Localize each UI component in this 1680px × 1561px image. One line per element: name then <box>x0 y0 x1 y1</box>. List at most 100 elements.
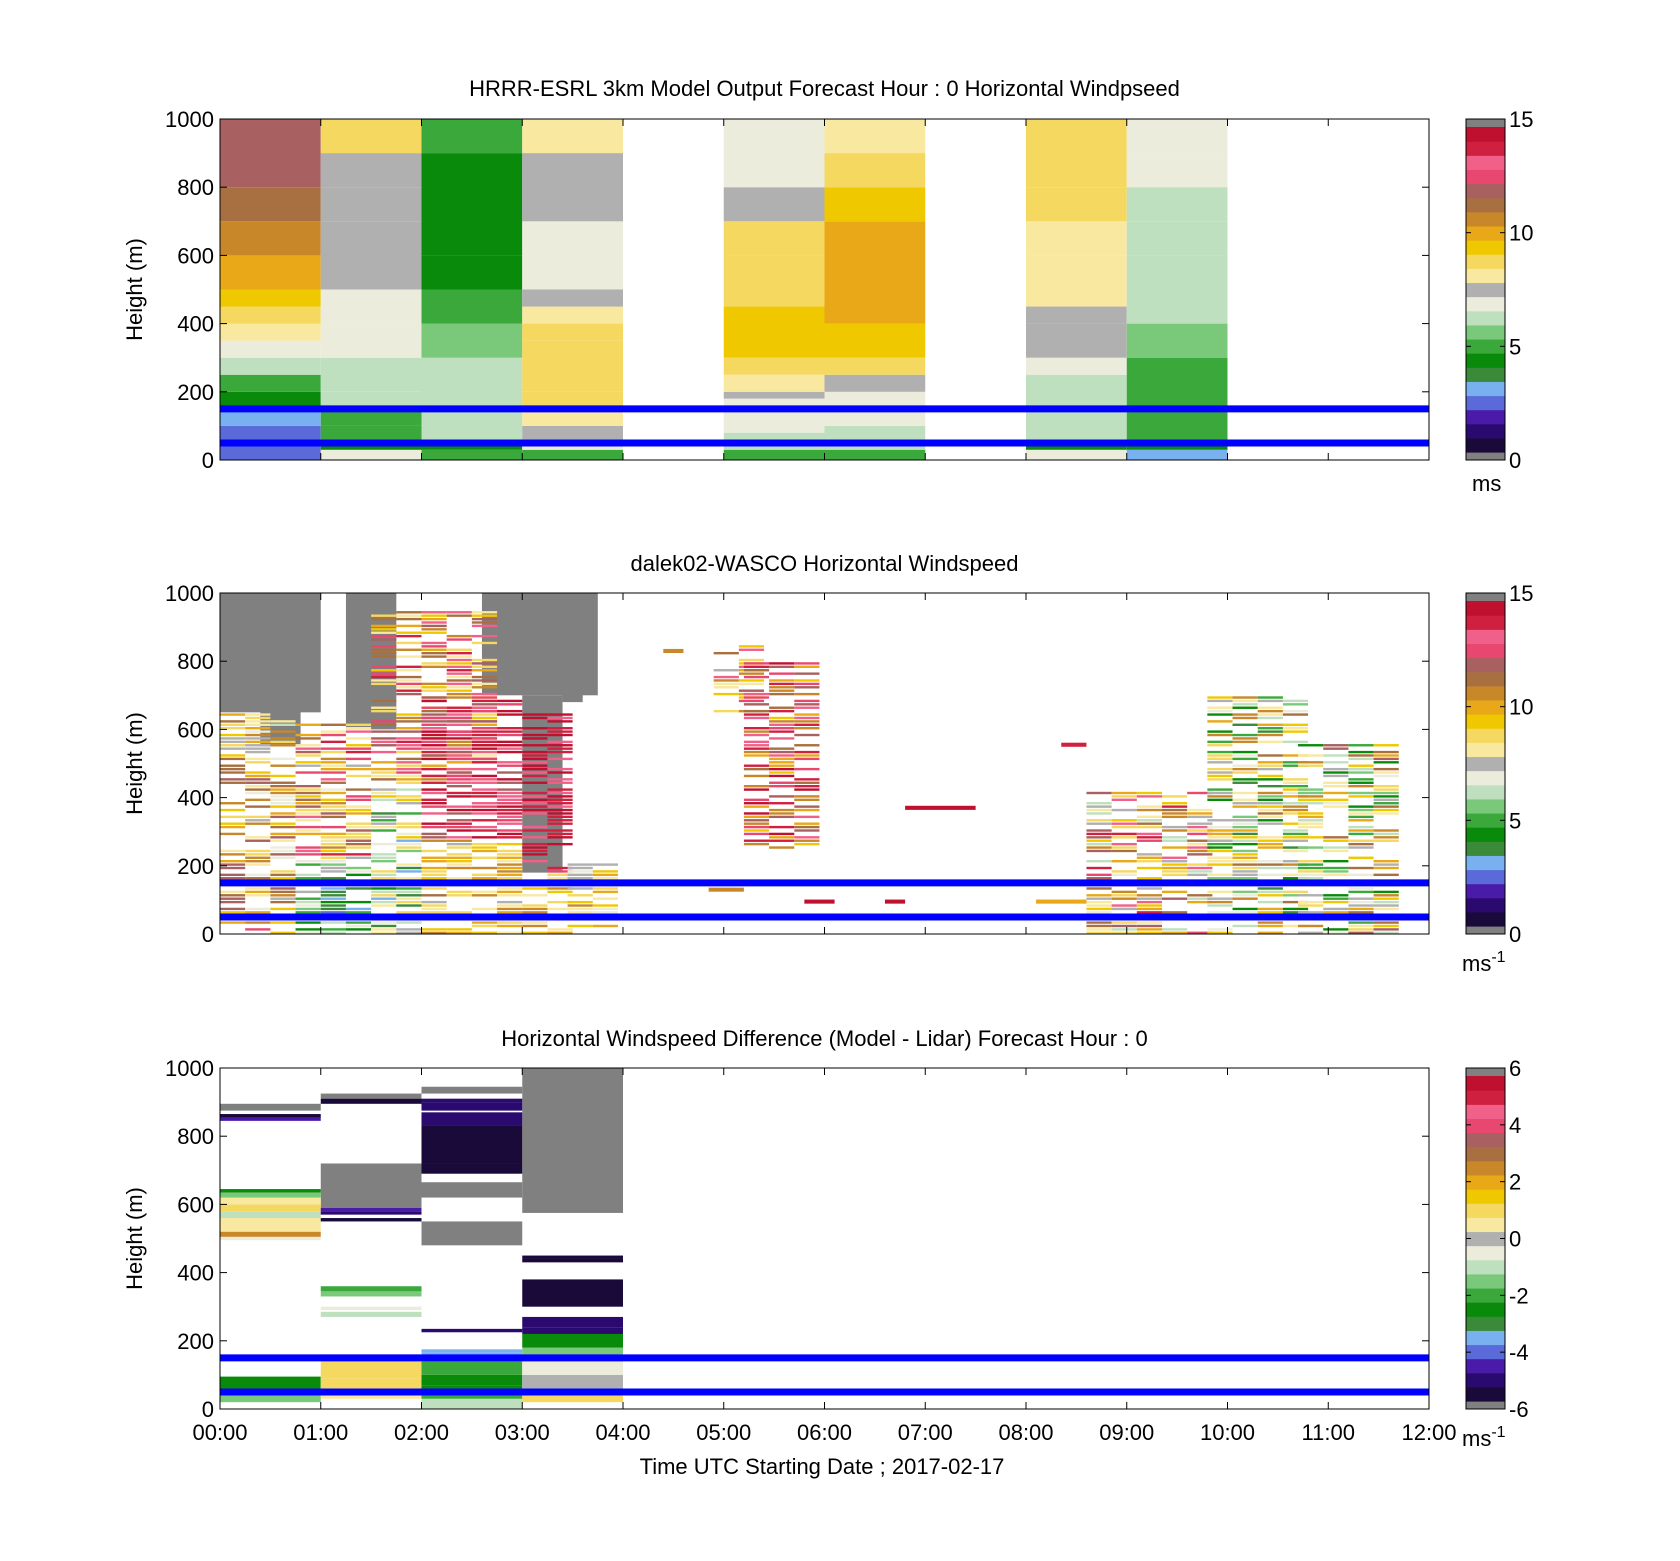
heatmap-cell <box>295 815 321 819</box>
heatmap-cell <box>270 825 296 829</box>
heatmap-cell <box>1298 815 1324 819</box>
heatmap-cell <box>794 778 820 781</box>
heatmap-cell <box>1257 846 1283 849</box>
heatmap-cell <box>1162 846 1188 849</box>
heatmap-cell <box>320 907 346 911</box>
heatmap-cell <box>345 924 372 928</box>
heatmap-cell <box>497 740 523 744</box>
colorbar-swatch <box>1466 310 1505 326</box>
heatmap-cell <box>421 747 447 750</box>
heatmap-cell <box>421 1125 523 1164</box>
heatmap-cell <box>245 849 271 853</box>
heatmap-cell <box>320 357 422 392</box>
heatmap-cell <box>743 669 770 672</box>
heatmap-cell <box>1111 825 1137 829</box>
missing-data-patch <box>562 593 583 703</box>
heatmap-cell <box>345 887 372 890</box>
heatmap-cell <box>497 866 523 870</box>
heatmap-cell <box>1162 866 1188 870</box>
heatmap-cell <box>769 774 795 778</box>
heatmap-cell <box>1162 873 1188 877</box>
heatmap-cell <box>723 255 825 307</box>
heatmap-cell <box>1232 815 1258 819</box>
heatmap-cell <box>371 720 397 723</box>
heatmap-cell <box>320 119 422 154</box>
heatmap-cell <box>1232 733 1258 737</box>
heatmap-cell <box>471 846 498 849</box>
heatmap-cell <box>1373 798 1399 802</box>
heatmap-cell <box>371 856 397 859</box>
heatmap-cell <box>1232 740 1258 744</box>
heatmap-cell <box>1232 703 1258 706</box>
heatmap-cell <box>345 853 372 856</box>
heatmap-cell <box>220 408 321 426</box>
heatmap-cell <box>1257 727 1283 730</box>
heatmap-cell <box>270 853 296 856</box>
heatmap-cell <box>1282 860 1309 863</box>
heatmap-cell <box>1232 750 1258 754</box>
heatmap-cell <box>220 832 246 836</box>
heatmap-cell <box>421 931 447 934</box>
heatmap-cell <box>371 931 397 934</box>
y-tick-label: 600 <box>177 717 214 742</box>
heatmap-cell <box>471 750 498 754</box>
y-tick-label: 200 <box>177 1329 214 1354</box>
y-tick-label: 1000 <box>165 1056 214 1081</box>
heatmap-cell <box>497 870 523 873</box>
heatmap-cell <box>794 815 820 819</box>
heatmap-cell <box>497 703 523 706</box>
heatmap-cell <box>1086 897 1112 900</box>
heatmap-cell <box>713 675 739 679</box>
heatmap-cell <box>245 757 271 761</box>
heatmap-cell <box>769 771 795 774</box>
heatmap-cell <box>396 849 422 853</box>
heatmap-cell <box>270 737 296 740</box>
heatmap-cell <box>794 662 820 665</box>
heatmap-cell <box>1207 774 1233 778</box>
heatmap-cell <box>220 1236 321 1241</box>
heatmap-cell <box>320 788 346 791</box>
x-tick-label: 09:00 <box>1099 1420 1154 1445</box>
heatmap-cell <box>1257 740 1283 744</box>
heatmap-cell <box>1373 860 1399 863</box>
heatmap-cell <box>1232 798 1258 802</box>
heatmap-cell <box>1086 849 1112 853</box>
heatmap-cell <box>1136 808 1163 812</box>
heatmap-cell <box>295 733 321 737</box>
heatmap-cell <box>547 805 573 808</box>
heatmap-cell <box>396 727 422 730</box>
heatmap-cell <box>1207 720 1233 723</box>
colorbar-tick-label: 15 <box>1509 107 1533 132</box>
heatmap-cell <box>592 904 618 907</box>
heatmap-cell <box>522 1255 623 1259</box>
heatmap-cell <box>1323 846 1349 849</box>
heatmap-cell <box>1373 795 1399 798</box>
heatmap-cell <box>220 289 321 307</box>
heatmap-cell <box>547 829 573 832</box>
heatmap-cell <box>1257 911 1283 914</box>
heatmap-cell <box>497 832 523 836</box>
heatmap-cell <box>345 928 372 931</box>
heatmap-cell <box>1232 825 1258 829</box>
heatmap-cell <box>522 887 548 890</box>
heatmap-cell <box>743 727 770 730</box>
heatmap-cell <box>245 819 271 822</box>
heatmap-cell <box>396 904 422 907</box>
heatmap-cell <box>592 897 618 900</box>
heatmap-cell <box>592 907 618 911</box>
heatmap-cell <box>220 306 321 324</box>
heatmap-cell <box>421 1112 523 1126</box>
heatmap-cell <box>522 727 548 730</box>
heatmap-cell <box>769 754 795 757</box>
heatmap-cell <box>1136 805 1163 808</box>
heatmap-cell <box>743 822 770 825</box>
heatmap-cell <box>471 757 498 761</box>
heatmap-cell <box>320 771 346 774</box>
heatmap-cell <box>421 781 447 784</box>
heatmap-cell <box>1207 860 1233 863</box>
heatmap-cell <box>295 754 321 757</box>
heatmap-cell <box>592 924 618 928</box>
heatmap-cell <box>1282 863 1309 866</box>
heatmap-cell <box>1232 890 1258 894</box>
